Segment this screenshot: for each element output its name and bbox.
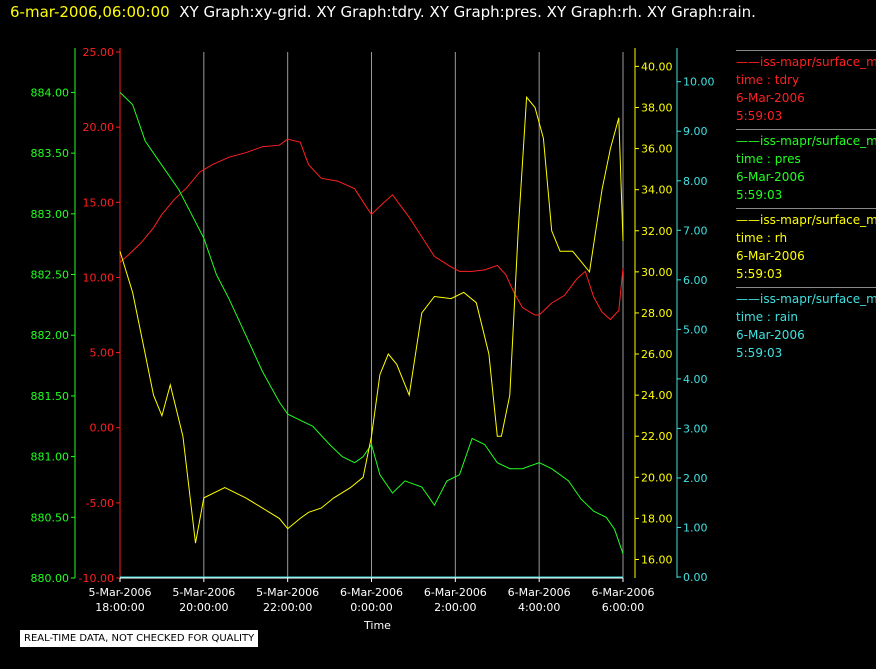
pres-tick-label: 882.50 xyxy=(31,269,70,282)
rain-tick-label: 6.00 xyxy=(683,274,708,287)
legend-line: ——iss-mapr/surface_m xyxy=(736,55,876,69)
pres-tick-label: 883.50 xyxy=(31,147,70,160)
legend-var: time : rain xyxy=(736,310,799,324)
x-tick-label: 0:00:00 xyxy=(350,601,392,614)
legend-time: 5:59:03 xyxy=(736,346,783,360)
legend-date: 6-Mar-2006 xyxy=(736,91,805,105)
pres-tick-label: 881.00 xyxy=(31,451,70,464)
quality-notice: REAL-TIME DATA, NOT CHECKED FOR QUALITY xyxy=(20,630,259,647)
tdry-tick-label: 5.00 xyxy=(90,347,115,360)
legend-line: ——iss-mapr/surface_m xyxy=(736,134,876,148)
header-graphs: XY Graph:xy-grid. XY Graph:tdry. XY Grap… xyxy=(179,3,756,21)
x-tick-label: 6-Mar-2006 xyxy=(340,586,403,599)
x-tick-label: 4:00:00 xyxy=(518,601,560,614)
rh-tick-label: 32.00 xyxy=(641,225,673,238)
pres-tick-label: 881.50 xyxy=(31,390,70,403)
x-tick-label: 18:00:00 xyxy=(95,601,144,614)
rh-tick-label: 16.00 xyxy=(641,554,673,567)
rain-tick-label: 7.00 xyxy=(683,224,708,237)
x-tick-label: 20:00:00 xyxy=(179,601,228,614)
rh-tick-label: 36.00 xyxy=(641,143,673,156)
rh-tick-label: 40.00 xyxy=(641,60,673,73)
legend-time: 5:59:03 xyxy=(736,109,783,123)
legend: ——iss-mapr/surface_m time : tdry 6-Mar-2… xyxy=(736,50,876,366)
x-tick-label: 22:00:00 xyxy=(263,601,312,614)
tdry-tick-label: -5.00 xyxy=(86,497,114,510)
legend-date: 6-Mar-2006 xyxy=(736,328,805,342)
legend-line: ——iss-mapr/surface_m xyxy=(736,292,876,306)
series-rh-line xyxy=(119,95,624,544)
legend-time: 5:59:03 xyxy=(736,188,783,202)
series-pres-line xyxy=(119,92,624,554)
pres-tick-label: 883.00 xyxy=(31,208,70,221)
rh-tick-label: 38.00 xyxy=(641,101,673,114)
rain-tick-label: 8.00 xyxy=(683,175,708,188)
rh-tick-label: 20.00 xyxy=(641,471,673,484)
rain-tick-label: 1.00 xyxy=(683,521,708,534)
x-tick-label: 2:00:00 xyxy=(434,601,476,614)
legend-var: time : tdry xyxy=(736,73,800,87)
tdry-tick-label: 15.00 xyxy=(83,196,115,209)
rh-tick-label: 22.00 xyxy=(641,430,673,443)
legend-var: time : pres xyxy=(736,152,801,166)
legend-time: 5:59:03 xyxy=(736,267,783,281)
x-tick-label: 5-Mar-2006 xyxy=(256,586,319,599)
rh-tick-label: 24.00 xyxy=(641,389,673,402)
x-tick-label: 6:00:00 xyxy=(602,601,644,614)
legend-item-rain: ——iss-mapr/surface_m time : rain 6-Mar-2… xyxy=(736,287,876,362)
pres-tick-label: 880.50 xyxy=(31,511,70,524)
legend-item-rh: ——iss-mapr/surface_m time : rh 6-Mar-200… xyxy=(736,208,876,283)
legend-item-tdry: ——iss-mapr/surface_m time : tdry 6-Mar-2… xyxy=(736,50,876,125)
rh-tick-label: 18.00 xyxy=(641,512,673,525)
tdry-tick-label: 10.00 xyxy=(83,271,115,284)
pres-tick-label: 882.00 xyxy=(31,329,70,342)
x-tick-label: 5-Mar-2006 xyxy=(89,586,152,599)
x-tick-label: 6-Mar-2006 xyxy=(508,586,571,599)
pres-tick-label: 880.00 xyxy=(31,572,70,585)
rain-tick-label: 2.00 xyxy=(683,472,708,485)
legend-item-pres: ——iss-mapr/surface_m time : pres 6-Mar-2… xyxy=(736,129,876,204)
rain-tick-label: 0.00 xyxy=(683,571,708,584)
tdry-tick-label: 0.00 xyxy=(90,422,115,435)
rain-tick-label: 10.00 xyxy=(683,76,715,89)
tdry-tick-label: -10.00 xyxy=(79,572,114,585)
rain-tick-label: 5.00 xyxy=(683,323,708,336)
series-tdry-line xyxy=(119,138,624,321)
legend-line: ——iss-mapr/surface_m xyxy=(736,213,876,227)
rh-tick-label: 26.00 xyxy=(641,348,673,361)
header: 6-mar-2006,06:00:00 XY Graph:xy-grid. XY… xyxy=(10,3,756,21)
rh-tick-label: 30.00 xyxy=(641,266,673,279)
pres-tick-label: 884.00 xyxy=(31,86,70,99)
x-axis-label: Time xyxy=(363,619,391,632)
legend-date: 6-Mar-2006 xyxy=(736,170,805,184)
tdry-tick-label: 25.00 xyxy=(83,46,115,59)
rh-tick-label: 34.00 xyxy=(641,184,673,197)
x-tick-label: 5-Mar-2006 xyxy=(172,586,235,599)
x-tick-label: 6-Mar-2006 xyxy=(592,586,655,599)
rain-tick-label: 3.00 xyxy=(683,422,708,435)
x-tick-label: 6-Mar-2006 xyxy=(424,586,487,599)
rain-tick-label: 4.00 xyxy=(683,373,708,386)
tdry-tick-label: 20.00 xyxy=(83,121,115,134)
legend-date: 6-Mar-2006 xyxy=(736,249,805,263)
rain-tick-label: 9.00 xyxy=(683,125,708,138)
legend-var: time : rh xyxy=(736,231,788,245)
header-date: 6-mar-2006,06:00:00 xyxy=(10,3,170,21)
rh-tick-label: 28.00 xyxy=(641,307,673,320)
